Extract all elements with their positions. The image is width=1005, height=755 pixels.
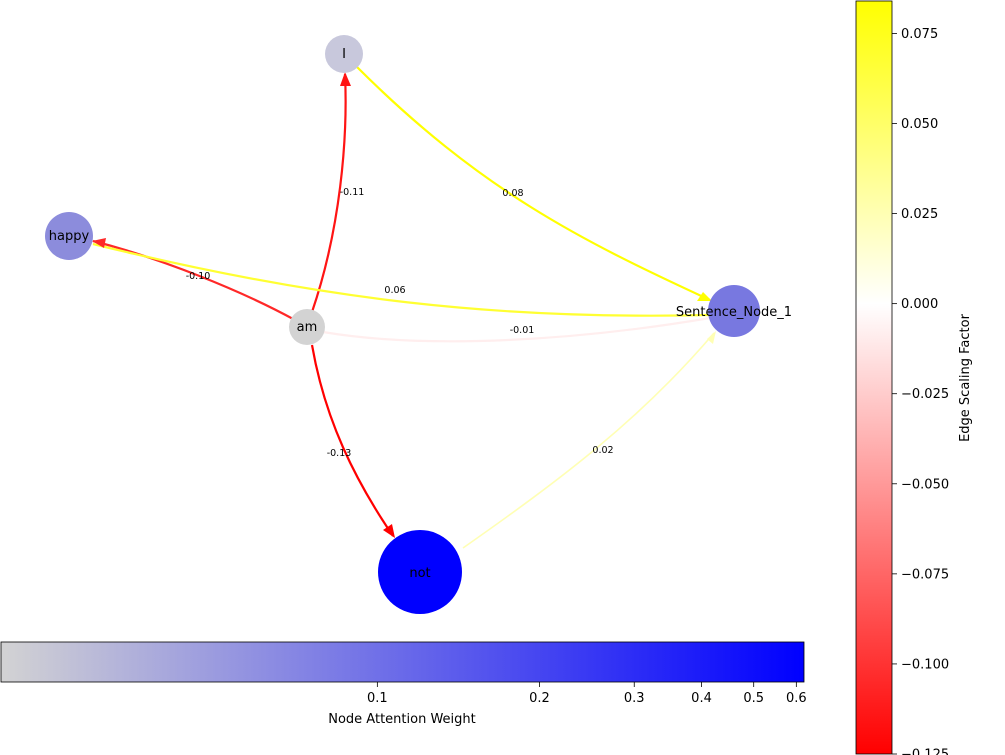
edge-colorbar-tick-label: −0.025 xyxy=(901,387,949,402)
node-colorbar-tick-label: 0.6 xyxy=(786,691,807,706)
edge-colorbar-tick-label: −0.075 xyxy=(901,567,949,582)
edge-colorbar-label: Edge Scaling Factor xyxy=(958,313,973,442)
arrowheads xyxy=(92,72,716,538)
edge-label-Sentence_Node_1-to-happy: 0.06 xyxy=(384,285,405,296)
edges xyxy=(92,65,715,549)
edge-colorbar-tick-label: 0.075 xyxy=(901,27,938,42)
edge-colorbar-ticks: 0.075 0.050 0.025 0.000 −0.025 −0.050 −0.075 −0… xyxy=(892,27,949,755)
node-colorbar-gradient xyxy=(0,641,805,683)
node-colorbar-tick-label: 0.3 xyxy=(624,691,645,706)
edge-colorbar-tick-label: −0.125 xyxy=(901,748,949,755)
node-label-I: I xyxy=(342,47,346,62)
node-colorbar-tick-label: 0.5 xyxy=(743,691,764,706)
node-colorbar-tick-label: 0.1 xyxy=(367,691,388,706)
node-label-Sentence_Node_1: Sentence_Node_1 xyxy=(676,305,792,320)
node-label-not: not xyxy=(409,566,430,581)
node-colorbar: 0.1 0.2 0.3 0.4 0.5 0.6 Node Attention Weight xyxy=(0,641,807,727)
node-colorbar-ticks: 0.1 0.2 0.3 0.4 0.5 0.6 xyxy=(367,682,807,706)
edge-colorbar-gradient xyxy=(855,0,893,755)
arrowhead-I-to-Sentence_Node_1 xyxy=(697,292,712,301)
node-colorbar-tick-label: 0.4 xyxy=(691,691,712,706)
node-not xyxy=(378,530,462,614)
edge-am-to-happy xyxy=(92,239,296,321)
edge-label-not-to-Sentence_Node_1: 0.02 xyxy=(592,445,613,456)
edge-label-I-to-Sentence_Node_1: 0.08 xyxy=(502,188,523,199)
node-happy xyxy=(45,212,93,260)
arrowhead-am-to-I xyxy=(340,72,351,86)
edge-labels: -0.11 0.08 -0.10 0.06 -0.01 -0.13 0.02 xyxy=(186,187,614,459)
edge-colorbar-tick-label: 0.025 xyxy=(901,207,938,222)
node-labels: I happy am Sentence_Node_1 not xyxy=(49,47,792,581)
node-colorbar-tick-label: 0.2 xyxy=(529,691,550,706)
arrowhead-not-to-Sentence_Node_1 xyxy=(707,331,716,344)
edge-label-am-to-I: -0.11 xyxy=(340,187,365,198)
edge-colorbar-tick-label: 0.000 xyxy=(901,297,938,312)
node-am xyxy=(289,309,325,345)
edge-I-to-Sentence_Node_1 xyxy=(355,65,711,301)
edge-label-am-to-happy: -0.10 xyxy=(186,271,211,282)
nodes xyxy=(45,35,760,614)
node-I xyxy=(325,35,363,73)
node-label-am: am xyxy=(297,320,318,335)
edge-not-to-Sentence_Node_1 xyxy=(462,332,715,549)
edge-am-to-not xyxy=(310,344,394,537)
edge-colorbar: 0.075 0.050 0.025 0.000 −0.025 −0.050 −0.075 −0… xyxy=(855,0,973,755)
edge-label-am-to-not: -0.13 xyxy=(327,448,352,459)
edge-Sentence_Node_1-to-happy xyxy=(92,242,711,317)
edge-colorbar-tick-label: −0.050 xyxy=(901,477,949,492)
edge-label-am-to-Sentence_Node_1: -0.01 xyxy=(510,325,535,336)
edge-colorbar-tick-label: 0.050 xyxy=(901,117,938,132)
edge-am-to-Sentence_Node_1 xyxy=(322,316,711,343)
node-label-happy: happy xyxy=(49,229,90,244)
node-Sentence_Node_1 xyxy=(708,285,760,337)
node-colorbar-label: Node Attention Weight xyxy=(328,712,475,727)
edge-colorbar-tick-label: −0.100 xyxy=(901,657,949,672)
arrowhead-am-to-not xyxy=(383,524,395,538)
edge-am-to-I xyxy=(310,73,347,313)
arrowhead-am-to-happy xyxy=(92,238,106,248)
